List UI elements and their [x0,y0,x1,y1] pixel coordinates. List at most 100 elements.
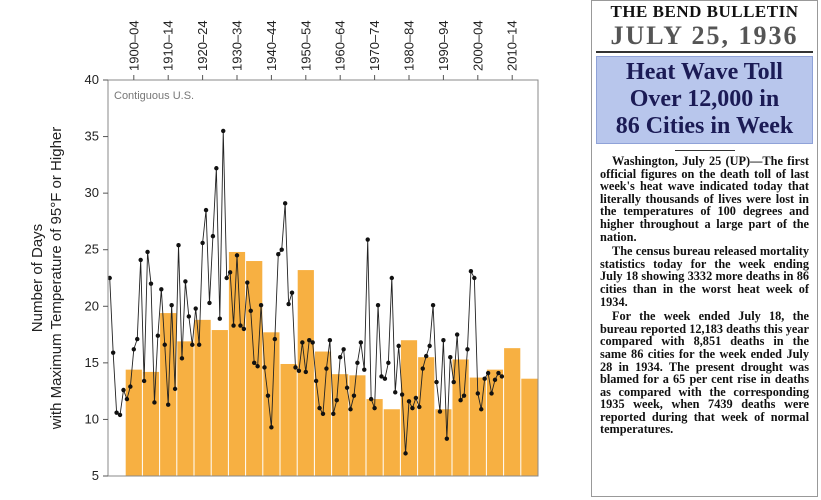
newspaper-date: JULY 25, 1936 [596,21,813,53]
annual-point-1975 [382,376,388,381]
annual-point-1924 [207,300,212,306]
annual-point-1967 [355,360,360,366]
annual-point-1948 [289,290,295,295]
annual-point-2004 [482,376,487,381]
y-tick-label: 30 [85,185,99,200]
bar-1945–49 [280,363,297,476]
annual-point-1979 [396,343,401,349]
annual-point-1961 [334,397,339,403]
annual-point-1953 [307,338,312,343]
annual-point-1915 [176,242,181,248]
bar-1925–29 [211,330,228,476]
annual-point-1998 [461,393,467,398]
y-axis-title-line2: with Maximum Temperature of 95°F or High… [48,127,65,431]
annual-point-1997 [458,397,463,403]
annual-point-2002 [475,391,480,396]
annual-point-1955 [313,378,319,384]
annual-point-1933 [238,323,243,328]
annual-point-1974 [379,374,384,379]
x-tick-label: 1920–24 [195,20,210,71]
annual-point-1976 [386,360,391,366]
x-tick-label: 2000–04 [470,20,485,71]
annual-point-2005 [485,370,491,376]
annual-point-1909 [155,333,161,338]
annual-point-1899 [121,387,126,393]
annual-point-1996 [454,332,460,337]
y-tick-label: 15 [85,355,99,370]
annual-point-1968 [358,340,364,345]
annual-point-1911 [162,342,167,347]
annual-point-1951 [300,340,305,345]
annual-point-1969 [362,367,367,372]
annual-point-1898 [117,412,123,418]
bar-1940–44 [263,332,280,476]
annual-point-1981 [403,451,408,456]
annual-point-1940 [262,365,267,370]
x-tick-label: 1980–84 [402,20,417,71]
x-tick-label: 1970–74 [367,20,382,71]
annual-point-2008 [496,370,501,376]
y-tick-label: 25 [85,242,99,257]
annual-point-1916 [179,356,185,361]
annual-point-1970 [365,237,370,242]
bar-1965–69 [349,375,366,476]
annual-point-1984 [413,395,419,401]
annual-point-1939 [258,302,264,308]
bar-1990–94 [435,409,452,476]
annual-point-1906 [145,249,150,255]
annual-point-1922 [200,240,205,246]
annual-point-1954 [310,340,315,345]
annual-point-1903 [135,336,140,342]
annual-point-1980 [399,392,405,397]
x-axis: 1900–04 1910–14 1920–24 1930–34 1940–44 1950–… [126,20,520,80]
article-body: Washington, July 25 (UP)—The first offic… [592,155,817,436]
bar-2010–14 [504,348,521,476]
y-tick-label: 20 [85,298,99,313]
bar-2015–19 [521,378,538,476]
annual-point-1962 [338,355,343,360]
annual-point-1945 [279,247,284,252]
annual-point-1920 [193,306,198,311]
annual-series [107,128,505,456]
annual-point-1930 [227,270,233,275]
annual-point-1952 [303,369,308,375]
annual-point-1971 [368,396,374,402]
annual-point-1956 [317,405,322,411]
headline: Heat Wave Toll Over 12,000 in 86 Cities … [596,56,813,144]
headline-line: Over 12,000 in [629,86,780,112]
annual-point-1989 [430,302,436,308]
newspaper-masthead: THE BEND BULLETIN [610,2,799,21]
x-tick-label: 1930–34 [230,20,245,71]
annual-point-1999 [465,347,470,352]
bar-1995–99 [452,359,469,476]
annual-point-1958 [324,366,329,371]
annual-point-1908 [152,400,157,405]
bar-1900–04 [125,369,142,476]
annual-point-1938 [255,364,260,369]
annual-point-1927 [217,316,222,321]
annual-point-1992 [441,338,446,343]
annual-point-1901 [128,384,133,389]
annual-point-1985 [417,404,422,410]
x-tick-label: 1960–64 [333,20,348,71]
annual-point-1965 [348,407,353,412]
annual-point-1923 [203,207,209,213]
annual-point-1913 [169,302,174,308]
article-paragraph: Washington, July 25 (UP)—The first offic… [600,154,809,244]
bar-1935–39 [246,261,263,476]
x-tick-label: 1940–44 [264,20,279,71]
y-tick-label: 5 [92,468,99,483]
annual-point-1905 [141,378,147,384]
plot-frame [107,79,539,477]
annual-point-2007 [492,377,498,383]
bar-1985–89 [418,357,435,476]
annual-point-1946 [282,201,288,206]
annual-point-2000 [468,269,474,274]
annual-point-1959 [327,338,333,343]
x-tick-label: 2010–14 [505,20,520,71]
annual-point-1897 [114,410,119,415]
annual-point-1937 [252,360,257,366]
annual-point-1925 [210,233,216,239]
annual-point-1950 [296,368,302,373]
annual-point-1914 [172,386,178,392]
